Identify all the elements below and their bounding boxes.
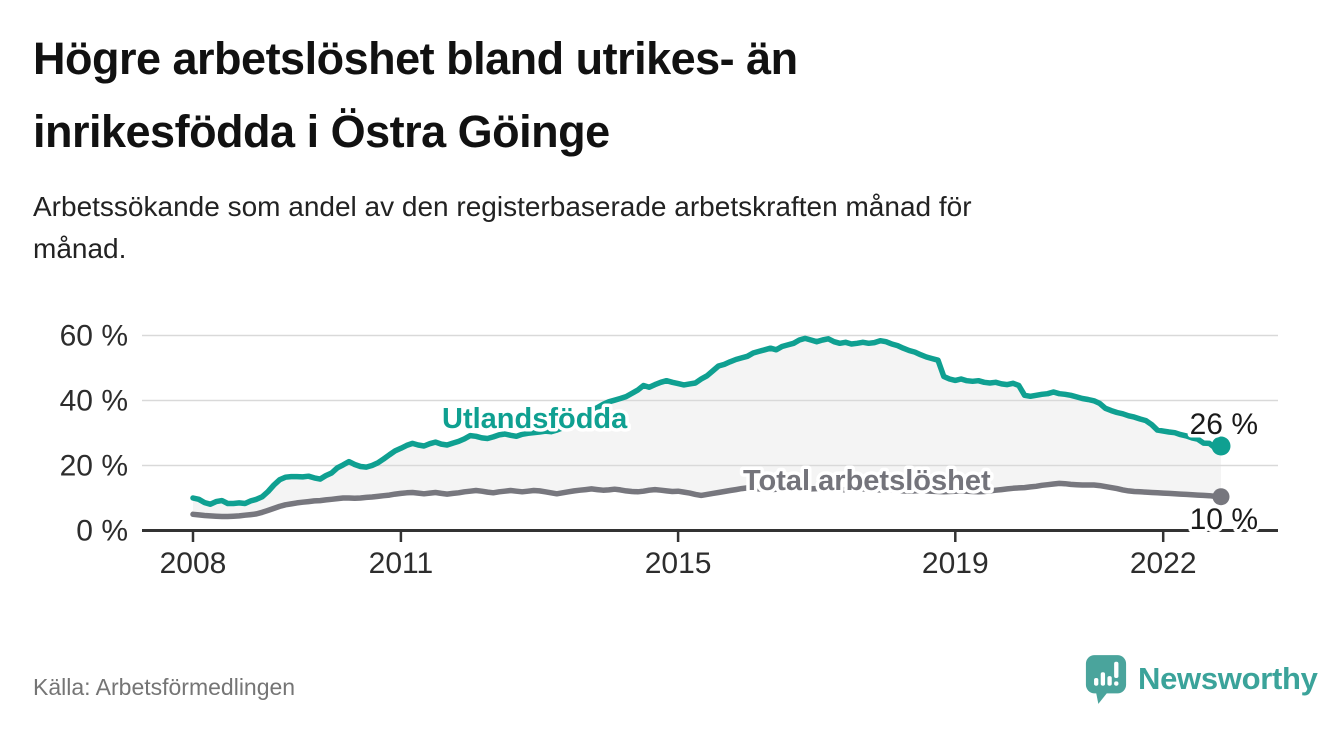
y-tick-label-0: 0 %: [76, 515, 128, 548]
logo-bubble-tail: [1095, 689, 1110, 704]
logo-bar-3: [1107, 676, 1112, 686]
newsworthy-logo-text: Newsworthy: [1138, 661, 1318, 696]
x-tick-label-2015: 2015: [645, 547, 712, 580]
x-tick-label-2011: 2011: [369, 547, 434, 580]
x-tick-label-2022: 2022: [1130, 547, 1197, 580]
logo-bar-1: [1094, 678, 1099, 686]
page-title-line1: Högre arbetslöshet bland utrikes- än: [33, 33, 798, 84]
logo-bubble: [1085, 655, 1127, 694]
end-value-label-utlandsfodda: 26 %: [1190, 408, 1258, 441]
logo-exclamation-line: [1114, 661, 1119, 679]
x-tick-label-2019: 2019: [922, 547, 989, 580]
end-dot-1: [1212, 488, 1230, 506]
end-value-label-total: 10 %: [1190, 503, 1258, 536]
logo-exclamation-dot: [1114, 681, 1119, 686]
newsworthy-logo-icon: [1085, 655, 1127, 704]
series-label-utlandsfodda: Utlandsfödda: [442, 403, 628, 435]
source-note: Källa: Arbetsförmedlingen: [33, 674, 296, 700]
chart-subtitle-line1: Arbetssökande som andel av den registerb…: [33, 191, 972, 222]
series-line-0: [190, 335, 1224, 507]
newsworthy-logo: Newsworthy: [1084, 652, 1318, 706]
plot-layer: 2008 2011 2015 2019 2022 0 % 20 % 40 % 60 %: [60, 320, 1278, 580]
y-tick-label-60: 60 %: [60, 320, 128, 353]
series-line-1: [190, 480, 1224, 520]
band-fill-between-series: [193, 338, 1221, 517]
y-tick-label-40: 40 %: [60, 385, 128, 418]
x-tick-label-2008: 2008: [160, 547, 227, 580]
chart-subtitle: Arbetssökande som andel av den registerb…: [33, 186, 1233, 270]
end-dot-0: [1211, 436, 1231, 456]
page-title-line2: inrikesfödda i Östra Göinge: [33, 106, 610, 157]
page-title: Högre arbetslöshet bland utrikes- än inr…: [33, 22, 1153, 168]
series-label-total-arbetsloshet: Total arbetslöshet: [743, 465, 991, 497]
y-tick-label-20: 20 %: [60, 450, 128, 483]
logo-bar-2: [1100, 672, 1106, 686]
chart-subtitle-line2: månad.: [33, 233, 127, 264]
